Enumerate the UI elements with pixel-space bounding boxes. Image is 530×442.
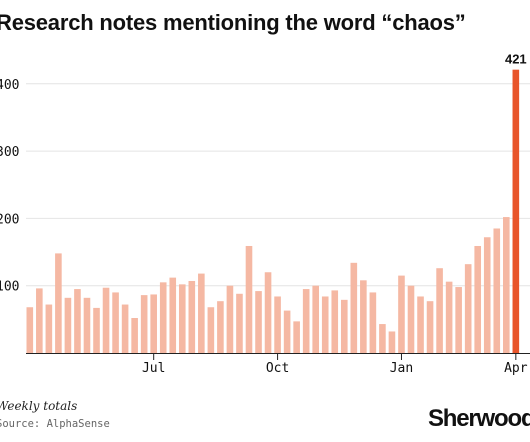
- x-tick-label: Oct: [266, 361, 289, 376]
- bar: [398, 275, 405, 353]
- y-tick-label: 100: [0, 280, 19, 295]
- bar: [64, 297, 72, 353]
- bar: [226, 285, 234, 353]
- brand-logo: Sherwood: [428, 405, 530, 432]
- bar: [198, 273, 205, 353]
- bar: [217, 301, 224, 353]
- y-tick-label: 300: [0, 145, 19, 160]
- bar: [350, 262, 358, 353]
- x-tick-label: Jul: [142, 361, 165, 376]
- bar: [388, 331, 396, 353]
- bar: [26, 307, 34, 353]
- source-text: Source: AlphaSense: [0, 418, 110, 430]
- bar: [236, 293, 243, 353]
- bar: [321, 296, 329, 353]
- bar: [312, 285, 319, 353]
- bars: [26, 69, 520, 354]
- bar: [245, 245, 253, 353]
- bar: [150, 294, 157, 353]
- bar: [169, 277, 177, 353]
- bar: [74, 289, 81, 353]
- bar: [159, 282, 167, 353]
- bar: [121, 304, 129, 353]
- y-axis-ticks: 100 200 300 400: [0, 78, 19, 295]
- bar: [493, 228, 501, 353]
- chart-title: Research notes mentioning the word “chao…: [0, 10, 466, 35]
- bar: [83, 297, 91, 353]
- bar: [178, 284, 186, 353]
- y-tick-label: 200: [0, 212, 19, 227]
- bar: [464, 264, 472, 353]
- bar: [274, 296, 281, 353]
- bar: [102, 287, 110, 353]
- bar: [436, 268, 443, 353]
- data-label: 421: [505, 52, 527, 67]
- chart-note: Weekly totals: [0, 399, 78, 413]
- bar: [45, 304, 53, 353]
- bar: [417, 296, 424, 353]
- bar: [293, 321, 300, 353]
- bar: [188, 280, 196, 353]
- bar: [331, 290, 339, 353]
- bar: [369, 292, 377, 353]
- bar: [255, 291, 262, 353]
- bar: [302, 289, 310, 353]
- bar: [264, 272, 272, 353]
- bar: [112, 292, 119, 353]
- y-tick-label: 400: [0, 78, 19, 93]
- bar: [36, 288, 43, 353]
- x-tick-label: Jan: [390, 361, 413, 376]
- x-tick-label: Apr: [504, 361, 528, 376]
- bar: [379, 324, 386, 353]
- bar: [93, 307, 100, 353]
- bar: [503, 217, 510, 353]
- x-axis-ticks: Jul Oct Jan Apr: [142, 354, 528, 376]
- bar-highlight: [512, 69, 520, 354]
- bar: [55, 253, 62, 353]
- bar: [455, 287, 462, 353]
- bar: [407, 285, 415, 353]
- data-labels: 421: [505, 52, 527, 67]
- bar: [131, 318, 138, 353]
- bar: [483, 237, 491, 353]
- bar: [426, 301, 434, 353]
- bar: [360, 280, 367, 353]
- bar: [140, 295, 148, 353]
- bar: [445, 281, 453, 353]
- bar: [340, 299, 348, 353]
- bar: [474, 245, 482, 353]
- bar: [207, 307, 215, 353]
- bar: [283, 310, 291, 353]
